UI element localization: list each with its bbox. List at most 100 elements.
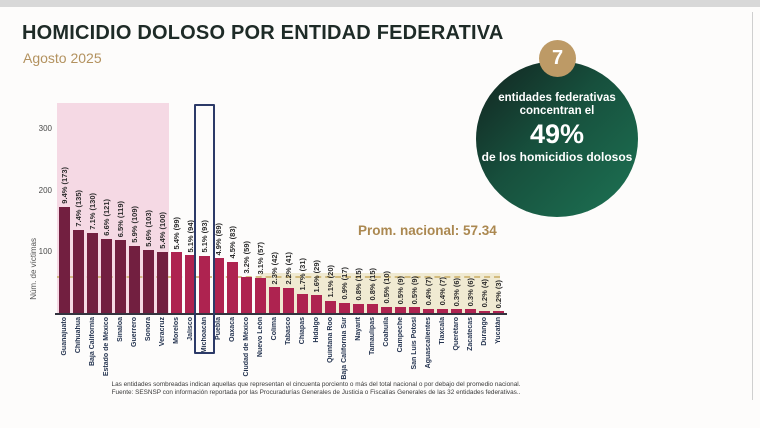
bar-value-label: 1.7% (31)	[297, 258, 307, 291]
bar-quintana-roo	[324, 300, 336, 313]
x-axis-label-yucat-n: Yucatán	[495, 317, 502, 344]
bar-sinaloa	[114, 239, 126, 313]
badge-text-line3: de los homicidios dolosos	[481, 150, 633, 164]
badge-percent: 49%	[529, 119, 585, 149]
bar-value-label: 6.5% (119)	[115, 200, 125, 237]
bar-value-label: 5.6% (103)	[143, 209, 153, 247]
x-axis-label-colima: Colima	[271, 317, 278, 341]
x-axis-label-tamaulipas: Tamaulipas	[369, 317, 376, 355]
page-title: HOMICIDIO DOLOSO POR ENTIDAD FEDERATIVA	[22, 22, 504, 44]
bar-value-label: 0.5% (9)	[395, 276, 405, 305]
x-axis-label-guanajuato: Guanajuato	[61, 317, 68, 356]
bar-value-label: 0.5% (9)	[409, 276, 419, 305]
bar-guerrero	[128, 245, 140, 313]
x-axis-label-ciudad-de-m-xico: Ciudad de México	[243, 317, 250, 377]
bar-value-label: 2.2% (41)	[283, 252, 293, 285]
bar-value-label: 1.6% (29)	[311, 259, 321, 293]
bar-value-label: 0.9% (17)	[339, 267, 349, 300]
bar-value-label: 0.4% (7)	[423, 277, 433, 306]
x-axis-label-san-luis-potos-: San Luis Potosí	[411, 317, 418, 370]
bar-value-label: 0.3% (6)	[451, 277, 461, 307]
bar-morelos	[170, 252, 182, 313]
bar-value-label: 0.5% (10)	[381, 271, 391, 304]
bar-baja-california	[86, 233, 98, 313]
bar-value-label: 2.3% (42)	[269, 251, 279, 285]
x-axis-label-tlaxcala: Tlaxcala	[439, 317, 446, 345]
bar-colima	[268, 287, 280, 313]
bar-value-label: 3.2% (59)	[241, 241, 251, 274]
footnote-line1: Las entidades sombreadas indican aquella…	[111, 381, 521, 388]
bar-chiapas	[296, 293, 308, 313]
top-edge-strip	[0, 0, 760, 7]
bar-guanajuato	[58, 206, 70, 313]
bar-value-label: 7.4% (135)	[73, 190, 83, 227]
x-axis-label-chiapas: Chiapas	[299, 317, 306, 345]
x-axis-label-durango: Durango	[481, 317, 488, 346]
bar-tamaulipas	[366, 303, 378, 313]
bar-chihuahua	[72, 229, 84, 313]
highlight-badge: entidades federativas concentran el 49% …	[476, 61, 638, 217]
bar-puebla	[212, 258, 224, 313]
x-axis-line	[55, 313, 507, 315]
x-axis-label-guerrero: Guerrero	[131, 317, 138, 347]
bar-campeche	[394, 307, 406, 313]
x-axis-label-estado-de-m-xico: Estado de México	[103, 317, 110, 377]
michoacan-highlight-box	[193, 104, 215, 354]
x-axis-label-morelos: Morelos	[173, 317, 180, 344]
x-axis-label-zacatecas: Zacatecas	[467, 317, 474, 351]
bar-san-luis-potos-	[408, 307, 420, 313]
bar-value-label: 4.9% (89)	[213, 222, 223, 256]
footnote: Las entidades sombreadas indican aquella…	[16, 381, 616, 396]
x-axis-label-veracruz: Veracruz	[159, 317, 166, 347]
x-axis-label-oaxaca: Oaxaca	[229, 317, 236, 342]
x-axis-label-nayarit: Nayarit	[355, 317, 362, 341]
x-axis-label-baja-california: Baja California	[89, 317, 96, 367]
bar-jalisco	[184, 255, 196, 313]
bar-durango	[478, 310, 490, 313]
x-axis-label-baja-california-sur: Baja California Sur	[341, 317, 348, 380]
bar-quer-taro	[450, 309, 462, 313]
bar-zacatecas	[464, 309, 476, 313]
bar-value-label: 7.1% (130)	[87, 193, 97, 231]
x-axis-label-campeche: Campeche	[397, 317, 404, 353]
x-axis-label-coahuila: Coahuila	[383, 317, 390, 347]
bar-value-label: 0.2% (3)	[493, 279, 503, 309]
x-axis-label-hidalgo: Hidalgo	[313, 317, 320, 343]
x-axis-label-aguascalientes: Aguascalientes	[425, 317, 432, 369]
bar-ciudad-de-m-xico	[240, 276, 252, 313]
badge-text-line2: concentran el	[519, 105, 595, 117]
bar-value-label: 0.3% (6)	[465, 277, 475, 307]
x-axis-label-chihuahua: Chihuahua	[75, 317, 82, 354]
bar-nuevo-le-n	[254, 277, 266, 313]
badge-count: 7	[539, 40, 576, 77]
bar-value-label: 0.8% (15)	[353, 268, 363, 301]
bar-value-label: 5.4% (99)	[171, 216, 181, 250]
y-axis-tick: 100	[38, 247, 52, 256]
x-axis-label-quer-taro: Querétaro	[453, 317, 460, 351]
bar-sonora	[142, 249, 154, 313]
bar-value-label: 5.4% (100)	[157, 211, 167, 249]
bar-veracruz	[156, 251, 168, 313]
bar-value-label: 9.4% (173)	[59, 166, 69, 204]
bar-value-label: 6.6% (121)	[101, 198, 111, 236]
badge-text-line1: entidades federativas	[498, 92, 616, 104]
bar-value-label: 1.1% (20)	[325, 265, 335, 298]
bar-nayarit	[352, 303, 364, 313]
x-axis-label-tabasco: Tabasco	[285, 317, 292, 345]
bar-baja-california-sur	[338, 302, 350, 313]
national-average-label: Prom. nacional: 57.34	[358, 223, 497, 238]
bar-tlaxcala	[436, 308, 448, 313]
right-divider-line	[752, 12, 753, 400]
bar-tabasco	[282, 287, 294, 313]
bar-value-label: 0.2% (4)	[479, 279, 489, 308]
bar-yucat-n	[492, 311, 504, 313]
y-axis-tick: 200	[38, 185, 52, 195]
national-average-line	[57, 276, 500, 278]
bar-chart: 9.4% (173) Guanajuato 7.4% (135) Chihuahua 7…	[55, 103, 507, 380]
bar-value-label: 0.4% (7)	[437, 277, 447, 306]
bar-oaxaca	[226, 261, 238, 313]
x-axis-label-puebla: Puebla	[215, 317, 222, 340]
y-axis-tick: 300	[38, 124, 52, 133]
bar-aguascalientes	[422, 308, 434, 313]
